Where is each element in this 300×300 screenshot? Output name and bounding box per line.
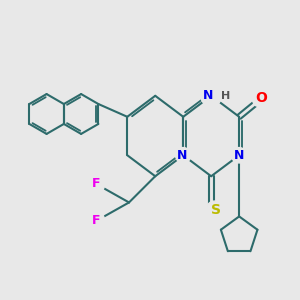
Text: N: N bbox=[234, 149, 244, 162]
Circle shape bbox=[206, 201, 223, 218]
Circle shape bbox=[253, 92, 268, 107]
Text: H: H bbox=[221, 91, 230, 101]
Circle shape bbox=[232, 148, 247, 163]
Text: O: O bbox=[255, 91, 267, 105]
Text: N: N bbox=[177, 149, 188, 162]
Text: S: S bbox=[211, 203, 221, 218]
Circle shape bbox=[89, 212, 104, 228]
Text: N: N bbox=[203, 89, 214, 102]
Text: F: F bbox=[92, 177, 100, 190]
Circle shape bbox=[176, 148, 191, 163]
Circle shape bbox=[201, 85, 222, 106]
Circle shape bbox=[89, 177, 104, 193]
Text: F: F bbox=[92, 214, 100, 227]
